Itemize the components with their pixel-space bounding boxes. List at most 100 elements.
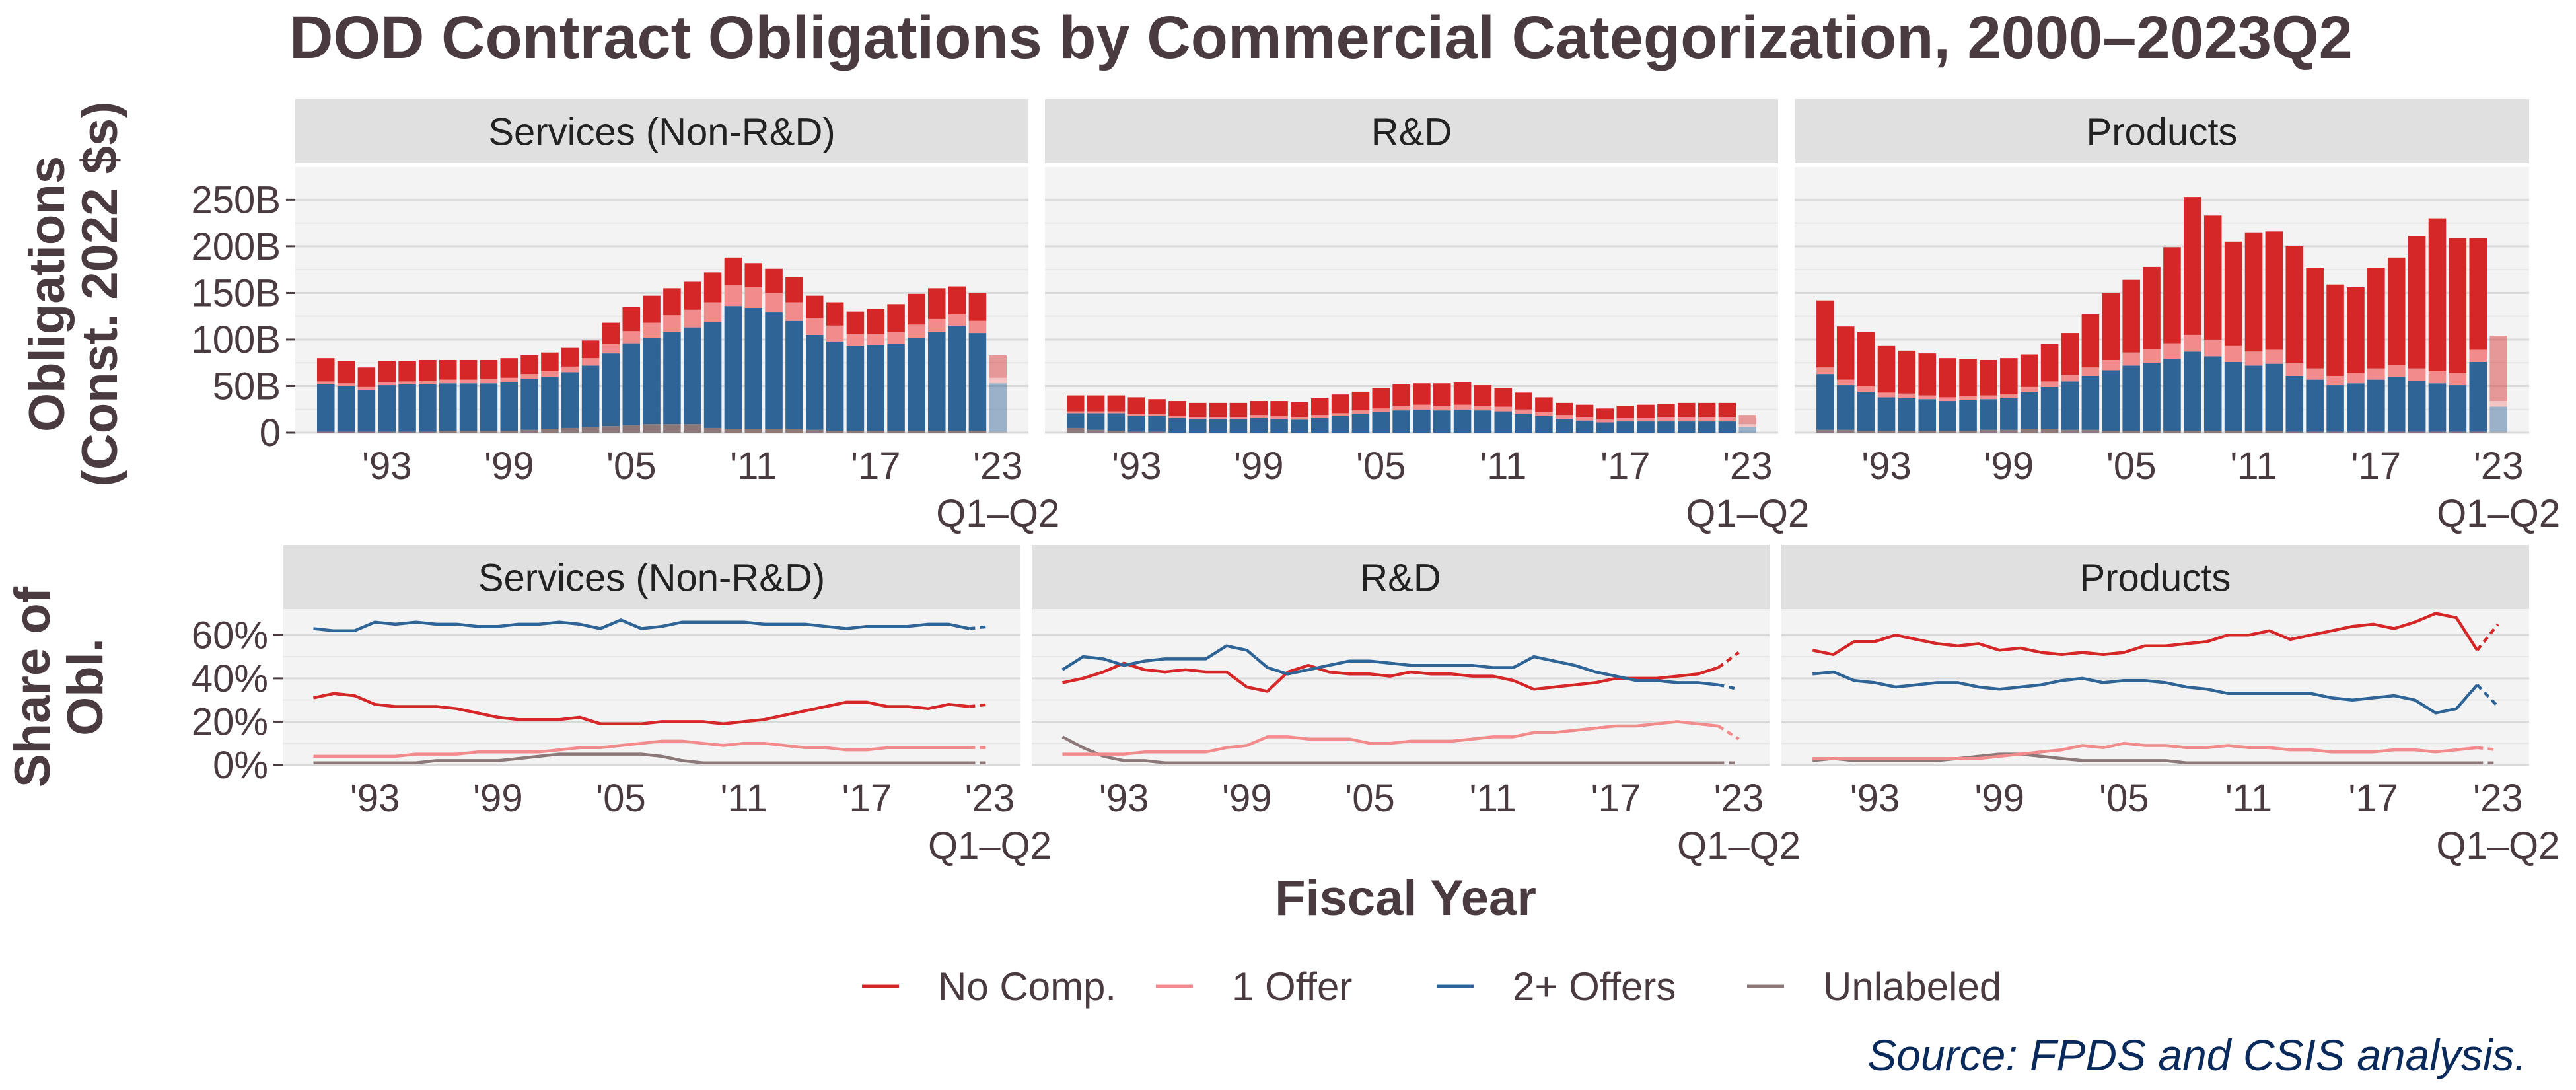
bottom-facet-1-x-tick-line: '05 bbox=[596, 777, 646, 820]
bottom-facet-3-x-tick-label: '93 bbox=[1850, 777, 1900, 820]
top-facet-1-x-tick-label: '23 Q1–Q2 bbox=[936, 445, 1059, 535]
bottom-y-axis-title-line: Obl. bbox=[57, 638, 114, 736]
top-facet-1-bar-1-offer bbox=[744, 287, 763, 308]
top-facet-1-x-tick-line: Q1–Q2 bbox=[936, 492, 1059, 535]
top-facet-3-bar-unlabeled bbox=[2040, 429, 2059, 433]
top-facet-1-bar-2-offers bbox=[398, 384, 416, 432]
bottom-facet-1-x-tick-line: '23 bbox=[965, 777, 1015, 820]
top-facet-3-bar-2-offers bbox=[2122, 365, 2140, 431]
bottom-facet-2-x-tick-label: '11 bbox=[1469, 777, 1516, 820]
bottom-facet-3-x-tick-line: '93 bbox=[1850, 777, 1900, 820]
top-facet-1-bar-unlabeled bbox=[500, 431, 519, 433]
top-facet-2-bar-2-offers bbox=[1250, 418, 1268, 433]
top-facet-3-x-tick-label: '93 bbox=[1861, 445, 1912, 488]
top-facet-3-bar-no-comp- bbox=[2469, 238, 2487, 350]
top-facet-3-bar-no-comp- bbox=[2184, 197, 2201, 335]
top-facet-2-bar-1-offer bbox=[1535, 412, 1553, 416]
top-facet-3-bar-no-comp- bbox=[1980, 359, 1997, 396]
bottom-facet-2-x-tick-label: '05 bbox=[1345, 777, 1395, 820]
top-facet-2-bar-1-offer bbox=[1575, 417, 1594, 421]
top-facet-1-bar-2-offers bbox=[724, 306, 742, 429]
top-facet-1-bar-1-offer bbox=[439, 379, 457, 384]
top-facet-3-bar-no-comp- bbox=[2000, 358, 2018, 395]
top-facet-1-bar-1-offer bbox=[948, 314, 966, 326]
top-facet-1-bar-no-comp- bbox=[541, 352, 559, 371]
top-facet-3-x-tick-line: '99 bbox=[1984, 445, 2034, 488]
bottom-facet-3-x-tick-label: '23 Q1–Q2 bbox=[2436, 777, 2559, 867]
top-facet-2-x-tick-label: '23 Q1–Q2 bbox=[1686, 445, 1809, 535]
top-facet-3-bar-2-offers bbox=[1877, 397, 1896, 431]
top-facet-1-bar-unlabeled bbox=[805, 429, 824, 433]
top-facet-1-bar-no-comp- bbox=[887, 304, 905, 332]
top-facet-1-bar-no-comp- bbox=[805, 295, 824, 318]
top-facet-1-bar-2-offers bbox=[846, 345, 865, 431]
top-facet-2-bar-2-offers bbox=[1637, 421, 1655, 433]
top-facet-2-bar-no-comp- bbox=[1677, 402, 1696, 418]
top-facet-1-bar-no-comp- bbox=[703, 272, 722, 303]
bottom-facet-1-x-tick-line: '11 bbox=[720, 777, 767, 820]
top-facet-3-bar-2-offers bbox=[2449, 385, 2467, 432]
top-facet-1-bar-no-comp- bbox=[948, 286, 966, 314]
bottom-facet-2-x-tick-line: '93 bbox=[1099, 777, 1149, 820]
top-facet-2-bar-2-offers bbox=[1474, 410, 1492, 433]
top-facet-3-plot-background bbox=[1795, 167, 2529, 433]
top-facet-2-x-tick-label: '05 bbox=[1356, 445, 1406, 488]
top-facet-3-bar-unlabeled bbox=[2061, 429, 2079, 433]
top-facet-2-x-tick-label: '93 bbox=[1112, 445, 1162, 488]
bottom-facet-1-strip bbox=[283, 545, 1020, 609]
bottom-y-axis-title: Share ofObl. bbox=[5, 586, 114, 787]
top-facet-1-bar-1-offer bbox=[541, 371, 559, 377]
top-facet-3-bar-unlabeled bbox=[2408, 431, 2426, 433]
top-facet-3-bar-2-offers bbox=[2020, 391, 2038, 429]
top-facet-3-bar-unlabeled bbox=[2449, 431, 2467, 433]
top-facet-2-bar-no-comp- bbox=[1148, 399, 1166, 414]
top-facet-3-bar-2-offers bbox=[1918, 399, 1937, 431]
top-facet-3-bar-no-comp- bbox=[2020, 354, 2038, 387]
top-facet-1-bar-unlabeled bbox=[378, 431, 396, 433]
top-facet-3-bar-unlabeled bbox=[1877, 431, 1896, 433]
top-facet-1-bar-unlabeled bbox=[622, 425, 641, 433]
top-facet-3-bar-1-offer bbox=[1939, 397, 1956, 402]
top-facet-2-strip bbox=[1045, 99, 1778, 163]
top-facet-1-bar-unlabeled bbox=[520, 429, 538, 433]
top-facet-1-bar-unlabeled bbox=[744, 429, 763, 433]
top-facet-2-bar-1-offer bbox=[1596, 419, 1614, 423]
top-facet-3-bar-1-offer bbox=[1959, 396, 1977, 400]
top-facet-1-bar-unlabeled bbox=[357, 431, 376, 433]
top-facet-2-bar-2-offers bbox=[1555, 418, 1573, 433]
top-facet-2-bar-no-comp- bbox=[1555, 402, 1573, 416]
top-facet-2-bar-no-comp- bbox=[1616, 406, 1635, 418]
top-facet-3-bar-2-offers bbox=[2489, 406, 2507, 432]
top-facet-3-strip-label: Products bbox=[2087, 111, 2238, 154]
top-facet-1-x-tick-label: '11 bbox=[730, 445, 777, 488]
top-facet-3-bar-2-offers bbox=[2224, 361, 2242, 431]
bottom-facet-2-x-tick-line: '23 bbox=[1714, 777, 1764, 820]
top-facet-3-bar-1-offer bbox=[1980, 395, 1997, 400]
top-facet-1-bar-1-offer bbox=[378, 382, 396, 386]
top-facet-3-bar-no-comp- bbox=[2203, 215, 2222, 340]
top-facet-2-bar-unlabeled bbox=[1127, 431, 1146, 433]
top-facet-3-bar-unlabeled bbox=[1939, 431, 1956, 433]
top-facet-3-bar-no-comp- bbox=[2367, 268, 2385, 369]
top-facet-1-bar-no-comp- bbox=[867, 309, 885, 334]
top-facet-3-x-tick-label: '17 bbox=[2351, 445, 2402, 488]
bottom-y-tick-label: 40% bbox=[192, 657, 268, 700]
top-facet-2-bar-2-offers bbox=[1310, 418, 1329, 433]
top-facet-3-bar-unlabeled bbox=[2163, 431, 2181, 433]
top-facet-1-bar-2-offers bbox=[480, 383, 498, 431]
top-facet-1-bar-1-offer bbox=[908, 324, 925, 338]
bottom-facet-1-x-tick-label: '11 bbox=[720, 777, 767, 820]
top-facet-2-bar-2-offers bbox=[1331, 416, 1349, 433]
top-facet-2-bar-no-comp- bbox=[1351, 391, 1370, 411]
top-facet-3-bar-unlabeled bbox=[2102, 431, 2120, 433]
bottom-facet-3-x-tick-label: '11 bbox=[2225, 777, 2272, 820]
top-facet-3-bar-2-offers bbox=[2000, 398, 2018, 430]
top-facet-2-bar-no-comp- bbox=[1515, 392, 1532, 410]
top-facet-1-bar-no-comp- bbox=[826, 302, 844, 326]
top-facet-3-bar-2-offers bbox=[2184, 351, 2201, 431]
top-facet-3-bar-no-comp- bbox=[2428, 218, 2447, 371]
top-facet-3-bar-no-comp- bbox=[2061, 333, 2079, 375]
top-facet-3-bar-2-offers bbox=[2285, 375, 2304, 432]
top-facet-3-bar-1-offer bbox=[1918, 395, 1937, 400]
